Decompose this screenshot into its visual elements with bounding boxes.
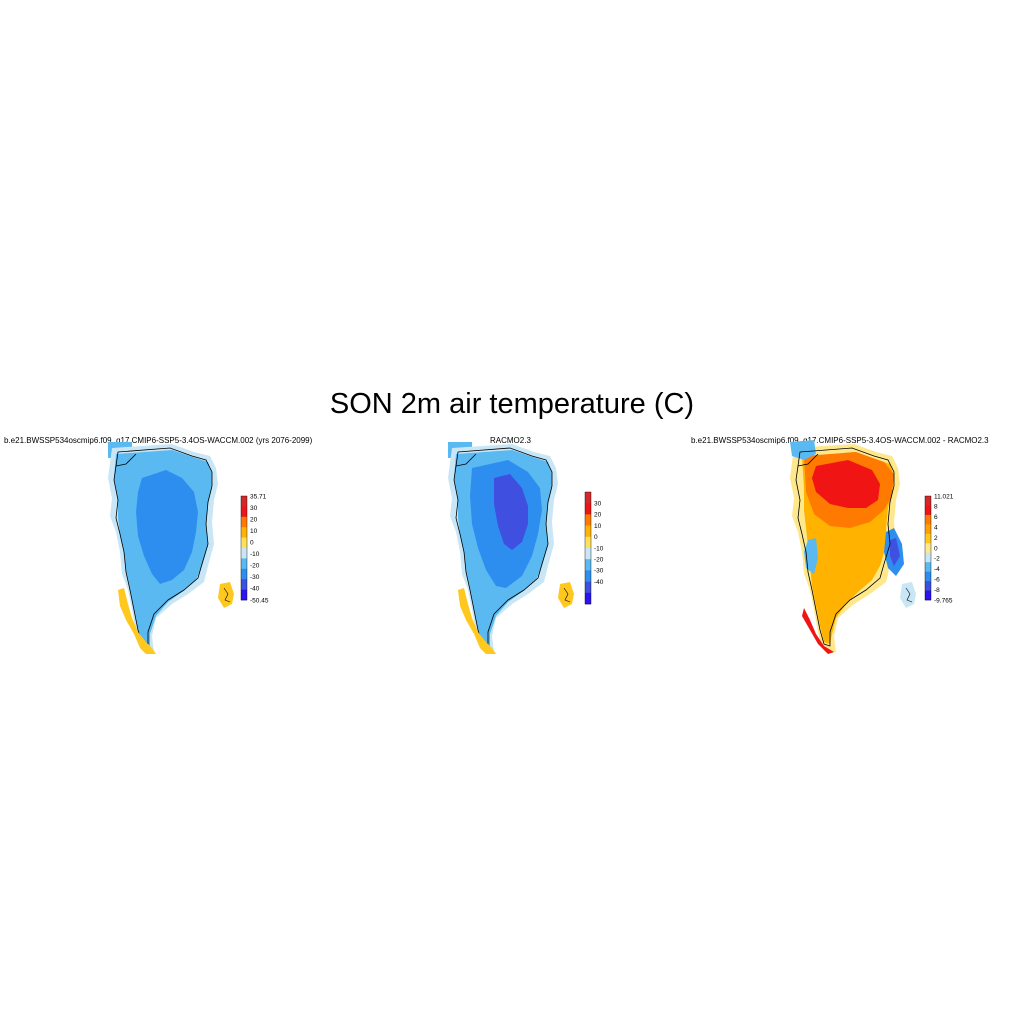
colorbar-box: [241, 496, 247, 507]
colorbar-box: [585, 548, 591, 560]
colorbar-label: 0: [934, 545, 938, 552]
map-south-coast: [802, 608, 834, 654]
colorbar-label: 6: [934, 514, 938, 521]
colorbar-box: [585, 559, 591, 571]
colorbar-label: 20: [594, 512, 602, 519]
panel-3-map: [790, 440, 916, 654]
colorbar-label: -40: [594, 579, 604, 586]
colorbar-box: [925, 581, 931, 591]
colorbar-2: 30 20 10 0 -10 -20 -30 -40: [584, 491, 604, 605]
map-island: [558, 582, 574, 608]
colorbar-box: [585, 536, 591, 549]
colorbar-box: [585, 514, 591, 526]
colorbar-box: [241, 568, 247, 580]
colorbar-label: -20: [594, 557, 604, 564]
colorbar-box: [925, 590, 931, 601]
colorbar-box: [585, 570, 591, 582]
colorbar-frame: [240, 495, 248, 601]
map-coast-fjord: [115, 453, 137, 467]
colorbar-label: 20: [250, 516, 258, 523]
colorbar-label: -10: [250, 551, 260, 558]
colorbar-box: [241, 537, 247, 549]
colorbar-label: 4: [934, 525, 938, 532]
map-field-inner: [136, 470, 198, 584]
colorbar-box: [241, 506, 247, 518]
map-warm-coast: [458, 588, 496, 654]
colorbar-label: -50.45: [250, 597, 269, 604]
panel-2-map: [448, 442, 574, 654]
colorbar-box: [585, 592, 591, 605]
colorbar-3: 11.021 8 6 4 2 0 -2 -4 -6 -8 -9.765: [924, 493, 954, 604]
colorbar-box: [925, 571, 931, 582]
colorbar-box: [925, 524, 931, 535]
map-warm-coast: [118, 588, 156, 654]
colorbar-label: 35.71: [250, 493, 267, 500]
colorbar-label: -4: [934, 566, 940, 573]
panel-1-map: [108, 442, 234, 654]
colorbar-label: 2: [934, 535, 938, 542]
colorbar-label: -20: [250, 563, 260, 570]
colorbar-label: -40: [250, 586, 260, 593]
colorbar-box: [241, 589, 247, 601]
colorbar-label: 30: [250, 505, 258, 512]
colorbar-label: 10: [250, 528, 258, 535]
colorbar-label: -30: [594, 568, 604, 575]
colorbar-box: [241, 516, 247, 528]
colorbar-box: [241, 527, 247, 538]
colorbar-label: 8: [934, 504, 938, 511]
map-cold-north: [790, 440, 816, 460]
colorbar-label: 30: [594, 501, 602, 508]
figure-title: SON 2m air temperature (C): [329, 388, 695, 420]
colorbar-label: -8: [934, 587, 940, 594]
colorbar-box: [241, 558, 247, 570]
map-island: [900, 582, 916, 608]
colorbar-label: -2: [934, 556, 940, 563]
colorbar-box: [585, 581, 591, 594]
colorbar-label: 11.021: [934, 493, 954, 500]
colorbar-box: [241, 548, 247, 559]
colorbar-label: 0: [594, 534, 598, 541]
colorbar-box: [925, 533, 931, 544]
colorbar-box: [925, 505, 931, 516]
colorbar-label: -30: [250, 574, 260, 581]
colorbar-frame: [584, 491, 592, 605]
panel-3-title: b.e21.BWSSP534oscmip6.f09_g17.CMIP6-SSP5…: [691, 436, 989, 445]
colorbar-label: -6: [934, 577, 940, 584]
colorbar-label: 0: [250, 540, 254, 547]
panel-1-title: b.e21.BWSSP534oscmip6.f09_g17.CMIP6-SSP5…: [4, 436, 313, 445]
colorbar-label: -10: [594, 545, 604, 552]
colorbar-box: [925, 514, 931, 525]
colorbar-frame: [924, 495, 932, 601]
colorbar-box: [925, 552, 931, 563]
panel-2-title: RACMO2.3: [490, 436, 531, 445]
map-field-inner: [494, 474, 528, 550]
colorbar-label: 10: [594, 523, 602, 530]
map-field-inner: [812, 460, 880, 508]
colorbar-1: 35.71 30 20 10 0 -10 -20 -30 -40 -50.45: [240, 493, 269, 604]
map-cold-east-2: [890, 538, 900, 566]
map-island: [218, 582, 234, 608]
colorbar-box: [241, 579, 247, 590]
colorbar-box: [585, 492, 591, 504]
colorbar-label: -9.765: [934, 597, 953, 604]
colorbar-box: [585, 503, 591, 515]
colorbar-box: [925, 543, 931, 554]
colorbar-box: [925, 562, 931, 572]
colorbar-box: [925, 496, 931, 506]
colorbar-box: [585, 525, 591, 538]
